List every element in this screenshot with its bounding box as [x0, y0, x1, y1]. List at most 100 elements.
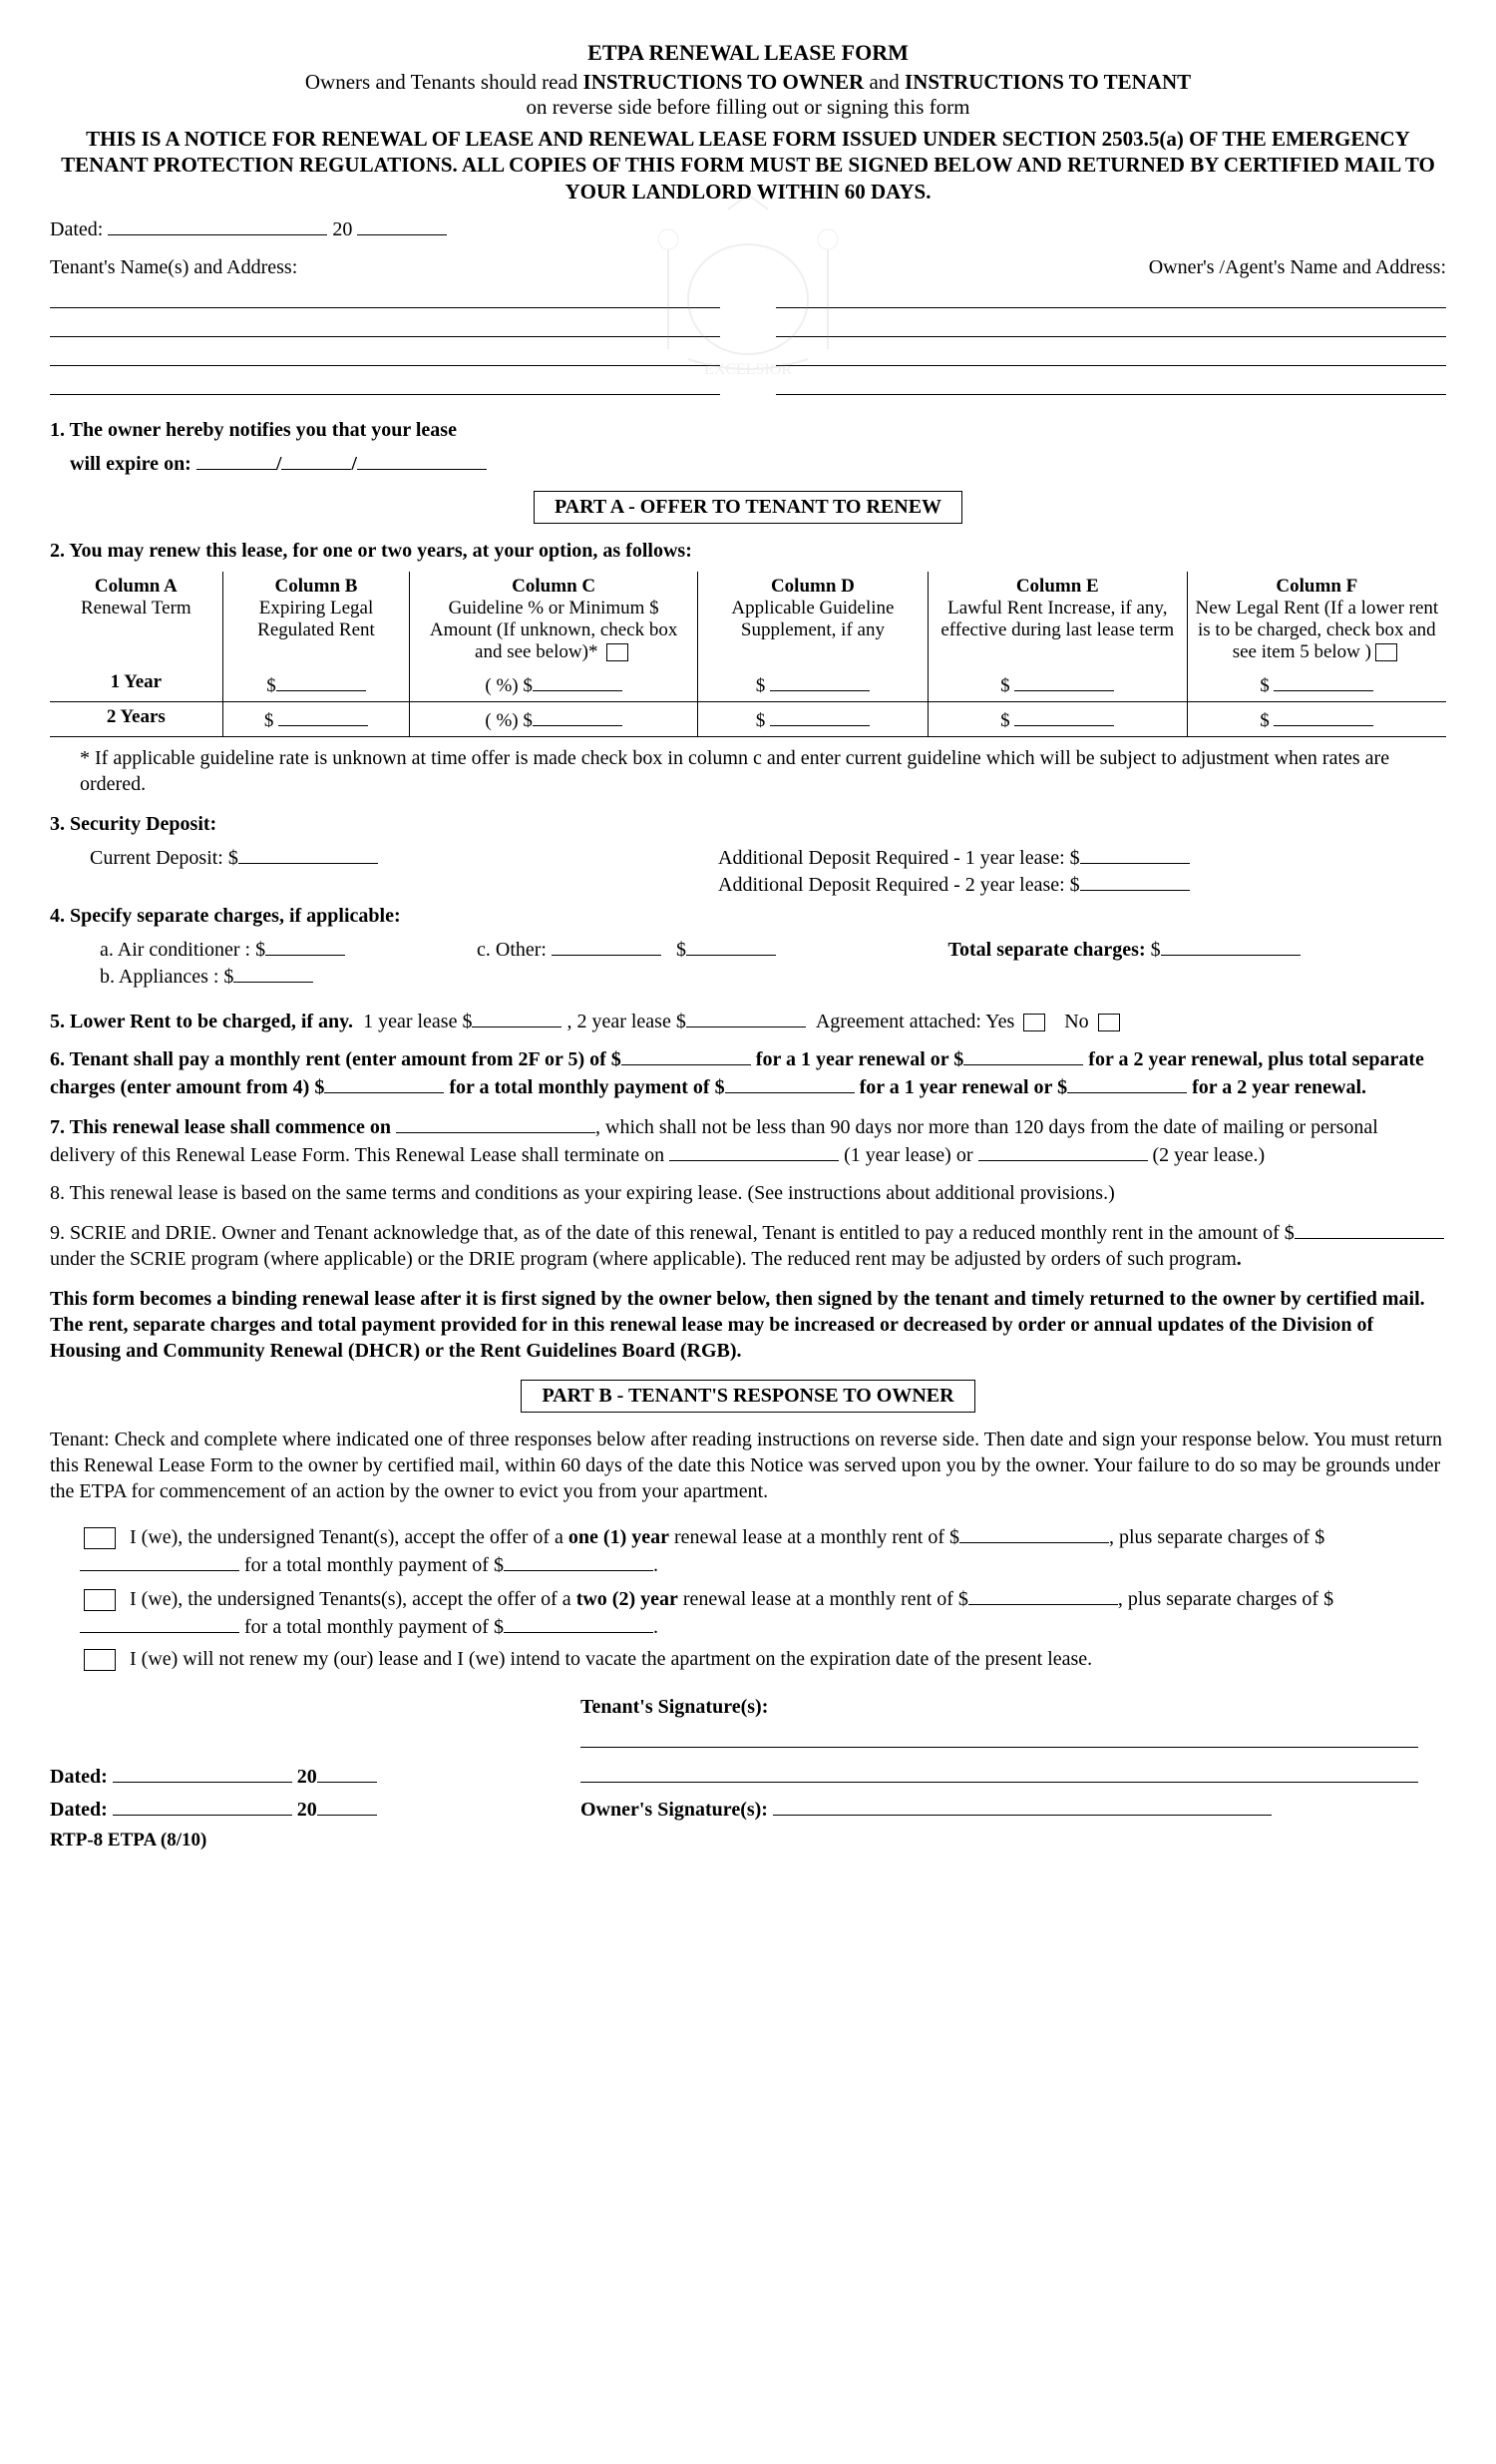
- tenant-signature-label: Tenant's Signature(s):: [580, 1696, 768, 1718]
- item-1-line-b: will expire on:: [70, 453, 191, 475]
- dollar-sign: $: [1260, 710, 1270, 731]
- separate-charges-field[interactable]: [324, 1072, 444, 1093]
- opt-2-text-e: for a total monthly payment of $: [239, 1616, 504, 1638]
- other-charge-amount-field[interactable]: [686, 935, 776, 956]
- dated-b1-yr-field[interactable]: [317, 1762, 377, 1783]
- e-1yr-field[interactable]: [1014, 671, 1114, 691]
- item-5-label: 5. Lower Rent to be charged, if any.: [50, 1011, 353, 1032]
- c-2yr-field[interactable]: [533, 706, 622, 726]
- subtitle-line-1: Owners and Tenants should read INSTRUCTI…: [50, 70, 1446, 95]
- owner-address-line[interactable]: [776, 372, 1446, 395]
- f-1yr-field[interactable]: [1274, 671, 1373, 691]
- dated-b1-md-field[interactable]: [113, 1762, 292, 1783]
- opt-1-text-c: renewal lease at a monthly rent of $: [669, 1526, 959, 1548]
- opt1-charges-field[interactable]: [80, 1550, 239, 1571]
- addl-deposit-2yr-field[interactable]: [1080, 870, 1190, 891]
- part-b-intro: Tenant: Check and complete where indicat…: [50, 1427, 1446, 1504]
- dated-month-day-field[interactable]: [108, 214, 327, 235]
- opt2-rent-field[interactable]: [968, 1584, 1118, 1605]
- owner-signature-label: Owner's Signature(s):: [580, 1799, 768, 1821]
- commence-date-field[interactable]: [396, 1112, 595, 1133]
- agreement-yes-checkbox[interactable]: [1023, 1014, 1045, 1031]
- tenant-address-line[interactable]: [50, 285, 720, 308]
- dated-year-field[interactable]: [357, 214, 447, 235]
- item-4-header: 4. Specify separate charges, if applicab…: [50, 903, 1446, 929]
- opt-3-text: I (we) will not renew my (our) lease and…: [130, 1648, 1092, 1670]
- owner-address-line[interactable]: [776, 343, 1446, 366]
- tenant-address-line[interactable]: [50, 343, 720, 366]
- monthly-rent-2yr-field[interactable]: [963, 1044, 1083, 1065]
- c-1yr-field[interactable]: [533, 671, 622, 691]
- item-3-header: 3. Security Deposit:: [50, 811, 1446, 837]
- item-6-text-f: for a 2 year renewal.: [1192, 1076, 1366, 1098]
- agreement-yes-label: Agreement attached: Yes: [816, 1011, 1014, 1032]
- option-no-renew-checkbox[interactable]: [84, 1649, 116, 1671]
- lower-rent-1yr-label: 1 year lease $: [363, 1011, 472, 1032]
- terminate-2yr-field[interactable]: [978, 1140, 1148, 1161]
- expire-year-field[interactable]: [357, 449, 487, 470]
- option-2yr-checkbox[interactable]: [84, 1589, 116, 1611]
- item-8-text: 8. This renewal lease is based on the sa…: [50, 1180, 1446, 1206]
- opt1-rent-field[interactable]: [959, 1522, 1109, 1543]
- col-e-header: Column E: [935, 576, 1181, 598]
- dated-label-b1: Dated:: [50, 1766, 108, 1788]
- d-2yr-field[interactable]: [770, 706, 870, 726]
- e-2yr-field[interactable]: [1014, 706, 1114, 726]
- col-c-sub: Guideline % or Minimum $ Amount (If unkn…: [416, 598, 691, 663]
- opt2-total-field[interactable]: [504, 1612, 653, 1633]
- dollar-sign: $: [756, 675, 766, 696]
- d-1yr-field[interactable]: [770, 671, 870, 691]
- tenant-signature-line-2[interactable]: [580, 1760, 1418, 1783]
- item-1-line-a: 1. The owner hereby notifies you that yo…: [50, 417, 1446, 443]
- b-1yr-field[interactable]: [276, 671, 366, 691]
- total-monthly-1yr-field[interactable]: [725, 1072, 855, 1093]
- item-7-text-d: (2 year lease.): [1153, 1144, 1266, 1166]
- owner-signature-line[interactable]: [773, 1795, 1272, 1816]
- dated-b2-md-field[interactable]: [113, 1795, 292, 1816]
- part-b-header: PART B - TENANT'S RESPONSE TO OWNER: [521, 1380, 974, 1413]
- item-2-intro: 2. You may renew this lease, for one or …: [50, 538, 1446, 564]
- appliances-charge-field[interactable]: [233, 962, 313, 983]
- lower-rent-1yr-field[interactable]: [472, 1007, 561, 1027]
- current-deposit-field[interactable]: [238, 843, 378, 864]
- b-2yr-field[interactable]: [278, 706, 368, 726]
- addl-deposit-1yr-field[interactable]: [1080, 843, 1190, 864]
- total-monthly-2yr-field[interactable]: [1067, 1072, 1187, 1093]
- dated-label: Dated:: [50, 218, 103, 240]
- monthly-rent-1yr-field[interactable]: [621, 1044, 751, 1065]
- dollar-sign: $: [756, 710, 766, 731]
- col-d-header: Column D: [704, 576, 922, 598]
- tenant-address-line[interactable]: [50, 372, 720, 395]
- option-1yr-checkbox[interactable]: [84, 1527, 116, 1549]
- terminate-1yr-field[interactable]: [669, 1140, 839, 1161]
- opt1-total-field[interactable]: [504, 1550, 653, 1571]
- owner-address-line[interactable]: [776, 314, 1446, 337]
- total-charges-field[interactable]: [1161, 935, 1301, 956]
- opt-1-text-e: for a total monthly payment of $: [239, 1554, 504, 1576]
- agreement-no-checkbox[interactable]: [1098, 1014, 1120, 1031]
- owner-address-line[interactable]: [776, 285, 1446, 308]
- item-6-text-e: for a 1 year renewal or $: [860, 1076, 1067, 1098]
- col-c-checkbox[interactable]: [606, 643, 628, 661]
- tenant-address-line[interactable]: [50, 314, 720, 337]
- subtitle-line-2: on reverse side before filling out or si…: [50, 95, 1446, 120]
- col-f-checkbox[interactable]: [1375, 643, 1397, 661]
- opt-2-bold: two (2) year: [576, 1588, 678, 1610]
- f-2yr-field[interactable]: [1274, 706, 1373, 726]
- col-e-sub: Lawful Rent Increase, if any, effective …: [935, 598, 1181, 641]
- scrie-drie-amount-field[interactable]: [1295, 1218, 1444, 1239]
- tenant-signature-line[interactable]: [580, 1725, 1418, 1748]
- dated-b2-yr-field[interactable]: [317, 1795, 377, 1816]
- agreement-no-label: No: [1064, 1011, 1088, 1032]
- expire-month-field[interactable]: [196, 449, 276, 470]
- dollar-sign: $: [264, 710, 274, 731]
- other-charge-name-field[interactable]: [552, 935, 661, 956]
- pct-prefix: ( %) $: [485, 675, 532, 696]
- col-a-header: Column A: [56, 576, 216, 598]
- lower-rent-2yr-field[interactable]: [686, 1007, 806, 1027]
- opt2-charges-field[interactable]: [80, 1612, 239, 1633]
- expire-day-field[interactable]: [281, 449, 351, 470]
- opt-2-text-c: renewal lease at a monthly rent of $: [678, 1588, 968, 1610]
- ac-charge-field[interactable]: [265, 935, 345, 956]
- dated-label-b2: Dated:: [50, 1799, 108, 1821]
